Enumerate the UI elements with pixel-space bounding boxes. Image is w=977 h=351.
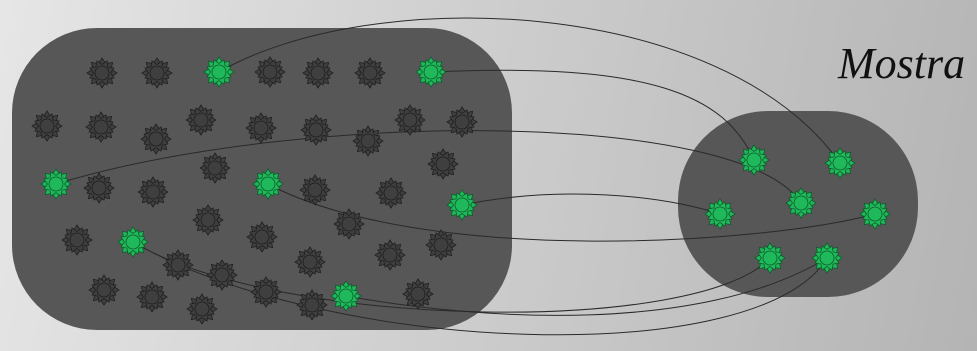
selected-star-badge-icon [824,147,856,179]
star-badge-icon [246,221,278,253]
selection-link-5 [461,193,721,215]
star-badge-icon [162,249,194,281]
star-badge-icon [136,281,168,313]
star-badge-icon [61,224,93,256]
star-badge-icon [402,278,434,310]
star-badge-icon [88,274,120,306]
star-badge-icon [446,106,478,138]
star-badge-icon [374,239,406,271]
star-badge-icon [192,204,224,236]
selected-star-badge-icon [252,168,284,200]
selected-star-badge-icon [785,187,817,219]
star-badge-icon [352,125,384,157]
star-badge-icon [85,111,117,143]
star-badge-icon [394,104,426,136]
star-badge-icon [333,208,365,240]
star-badge-icon [427,148,459,180]
star-badge-icon [300,114,332,146]
selection-link-4 [267,183,876,242]
star-badge-icon [375,177,407,209]
star-badge-icon [137,176,169,208]
selection-link-2 [430,69,755,161]
selected-star-badge-icon [859,198,891,230]
star-badge-icon [206,259,238,291]
selection-link-1 [218,17,841,164]
star-badge-icon [299,174,331,206]
selected-star-badge-icon [117,226,149,258]
sample-label: Mostra [838,39,966,88]
star-badge-icon [425,229,457,261]
star-badge-icon [250,276,282,308]
star-badge-icon [141,57,173,89]
selected-star-badge-icon [40,168,72,200]
selected-star-badge-icon [330,280,362,312]
star-badge-icon [294,246,326,278]
star-badge-icon [140,123,172,155]
selection-link-7 [345,257,828,316]
selected-star-badge-icon [754,242,786,274]
selected-star-badge-icon [415,56,447,88]
star-badge-icon [254,56,286,88]
star-badge-icon [86,57,118,89]
star-badge-icon [83,172,115,204]
star-badge-icon [185,104,217,136]
star-badge-icon [199,152,231,184]
star-badge-icon [354,57,386,89]
star-badge-icon [31,110,63,142]
star-badge-icon [186,293,218,325]
star-badge-icon [245,112,277,144]
star-badge-icon [302,57,334,89]
selected-star-badge-icon [738,144,770,176]
selected-star-badge-icon [446,189,478,221]
star-badge-icon [296,289,328,321]
selected-star-badge-icon [203,56,235,88]
selected-star-badge-icon [704,198,736,230]
selected-star-badge-icon [811,242,843,274]
